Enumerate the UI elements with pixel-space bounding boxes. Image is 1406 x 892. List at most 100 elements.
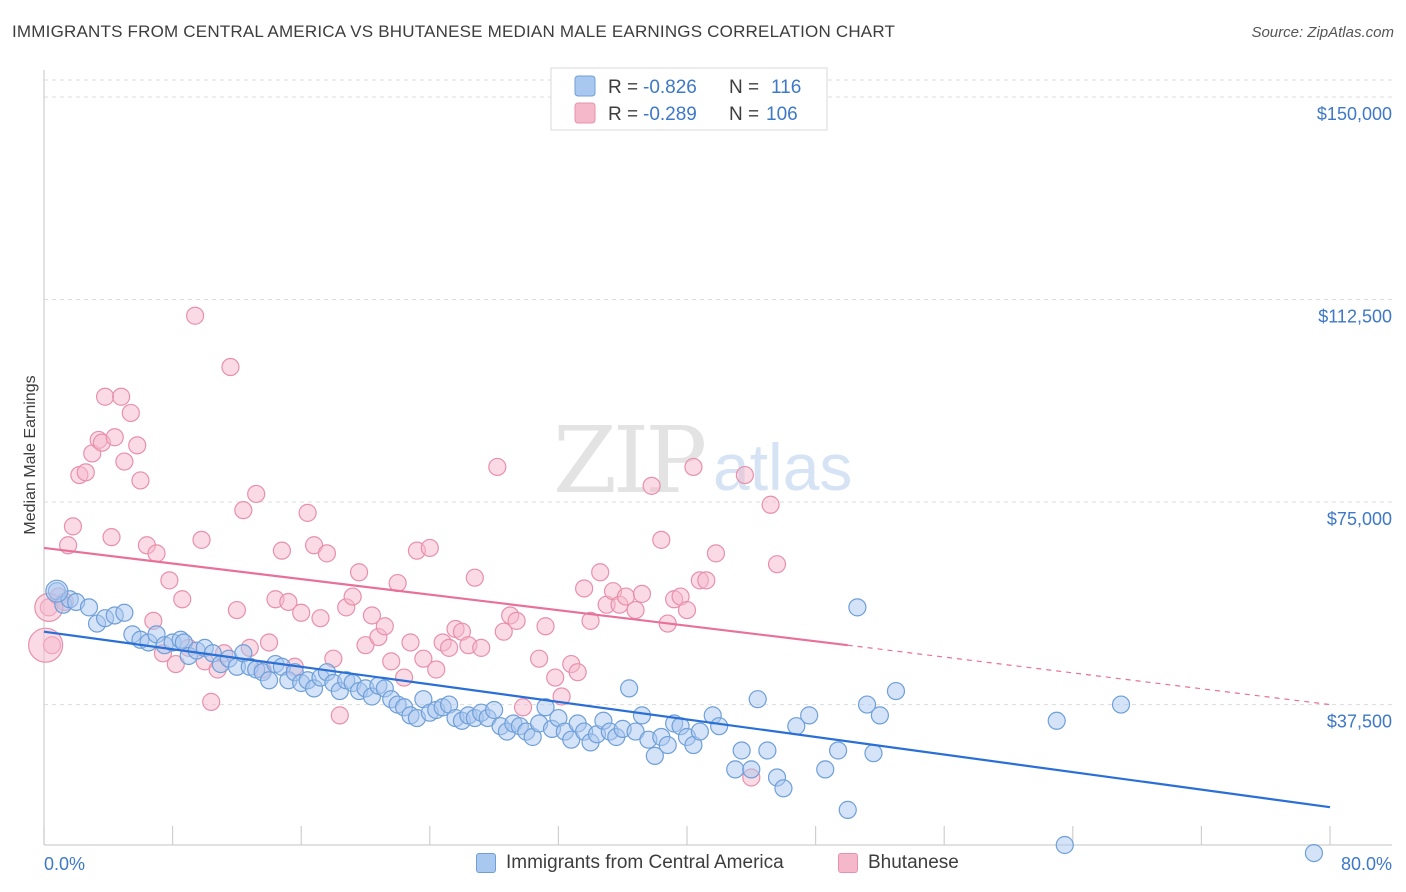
correlation-legend: R = -0.826 N = 116 R = -0.289 N = 106	[550, 67, 828, 131]
bhutanese-point	[173, 590, 192, 609]
central-america-point	[1304, 844, 1324, 863]
bhutanese-point	[292, 603, 311, 622]
bhutanese-point	[568, 663, 587, 682]
central-america-point	[742, 760, 761, 779]
bhutanese-point-large	[28, 627, 64, 663]
bhutanese-point	[530, 649, 549, 668]
bhutanese-point	[427, 660, 446, 679]
bhutanese-point	[382, 652, 401, 671]
bhutanese-point	[362, 606, 382, 625]
bhutanese-point	[343, 587, 362, 606]
bhutanese-point	[706, 544, 726, 563]
bhutanese-point	[192, 530, 211, 549]
central-america-point	[829, 741, 848, 760]
bhutanese-point	[128, 436, 147, 455]
central-america-point	[774, 779, 793, 798]
grid-lines	[44, 79, 1392, 706]
bhutanese-point	[684, 457, 703, 477]
central-america-point	[562, 730, 581, 749]
bhutanese-point	[575, 579, 594, 598]
bhutanese-point	[581, 611, 600, 630]
bhutanese-point	[147, 544, 166, 563]
x-ticks	[43, 826, 1331, 845]
bhutanese-point	[298, 503, 317, 522]
central-america-point	[848, 598, 867, 617]
central-america-point	[620, 679, 639, 698]
central-america-point	[632, 706, 652, 725]
central-america-point	[864, 744, 883, 763]
bhutanese-point	[394, 668, 414, 687]
central-america-point	[259, 671, 279, 690]
legend-item-bhutanese: Bhutanese	[838, 852, 959, 874]
bhutanese-point	[221, 357, 240, 377]
bhutanese-point	[247, 484, 266, 504]
bhutanese-point	[76, 463, 95, 482]
legend-swatch-blue	[574, 75, 596, 97]
central-america-point	[726, 760, 745, 779]
legend-r-label-blue: R =	[608, 77, 638, 98]
bhutanese-point	[356, 636, 375, 655]
legend-n-value-pink: 106	[766, 104, 798, 125]
bhutanese-point	[546, 668, 565, 687]
bhutanese-point	[761, 495, 780, 514]
central-america-point	[1111, 695, 1131, 714]
bhutanese-point	[507, 611, 526, 630]
central-america-point	[758, 741, 777, 760]
central-america-point	[658, 735, 677, 755]
bhutanese-point	[227, 600, 246, 620]
bhutanese-point	[767, 555, 787, 574]
bhutanese-point	[63, 517, 83, 536]
bhutanese-point	[591, 563, 610, 582]
bhutanese-point	[304, 536, 324, 555]
legend-swatch-central-america	[476, 853, 496, 873]
trend-line-bhutanese	[43, 546, 848, 647]
bhutanese-point	[626, 600, 645, 620]
legend-n-value-blue: 116	[771, 77, 801, 98]
bhutanese-point	[697, 571, 716, 590]
bhutanese-point	[652, 530, 671, 549]
central-america-point	[79, 598, 99, 617]
legend-item-central-america: Immigrants from Central America	[476, 852, 784, 874]
trend-lines	[43, 546, 1331, 809]
central-america-point	[115, 603, 134, 622]
bhutanese-point	[186, 306, 205, 325]
bhutanese-point	[115, 452, 134, 471]
bhutanese-point	[279, 592, 298, 612]
bhutanese-point	[439, 638, 459, 657]
bhutanese-point	[401, 633, 420, 652]
bhutanese-point	[272, 541, 292, 560]
bhutanese-point	[488, 457, 507, 477]
central-america-point	[732, 741, 751, 760]
central-america-point	[838, 800, 857, 819]
y-tick-label: $112,500	[1318, 307, 1392, 327]
chart-title: IMMIGRANTS FROM CENTRAL AMERICA VS BHUTA…	[12, 22, 896, 41]
watermark-zip: ZIP	[553, 407, 704, 514]
source-credit: Source: ZipAtlas.com	[1251, 24, 1394, 41]
watermark-atlas: atlas	[713, 430, 852, 504]
central-america-point	[710, 717, 729, 736]
bhutanese-point	[202, 692, 221, 711]
central-america-point	[626, 722, 645, 741]
bhutanese-point	[465, 568, 484, 587]
central-america-point	[816, 760, 835, 779]
central-america-point	[870, 706, 890, 725]
axes	[43, 70, 1392, 846]
bhutanese-point	[513, 698, 533, 717]
central-america-point	[886, 681, 906, 701]
bhutanese-point	[131, 471, 150, 490]
bhutanese-point	[735, 465, 754, 485]
y-tick-label: $150,000	[1317, 104, 1392, 124]
watermark: ZIP atlas	[553, 407, 852, 514]
legend-n-label-pink: N =	[729, 104, 759, 125]
bhutanese-point	[102, 528, 121, 547]
y-tick-labels: $37,500 $75,000 $112,500 $150,000	[1317, 104, 1392, 732]
legend-swatch-bhutanese	[838, 853, 858, 873]
y-axis-label: Median Male Earnings	[22, 375, 39, 534]
bhutanese-point	[494, 622, 513, 641]
legend-box	[550, 67, 828, 131]
central-america-point	[645, 746, 664, 765]
trend-line-bhutanese-extension	[847, 644, 1331, 706]
x-tick-label-max: 80.0%	[1341, 854, 1392, 874]
legend-r-value-blue: -0.826	[643, 77, 697, 98]
